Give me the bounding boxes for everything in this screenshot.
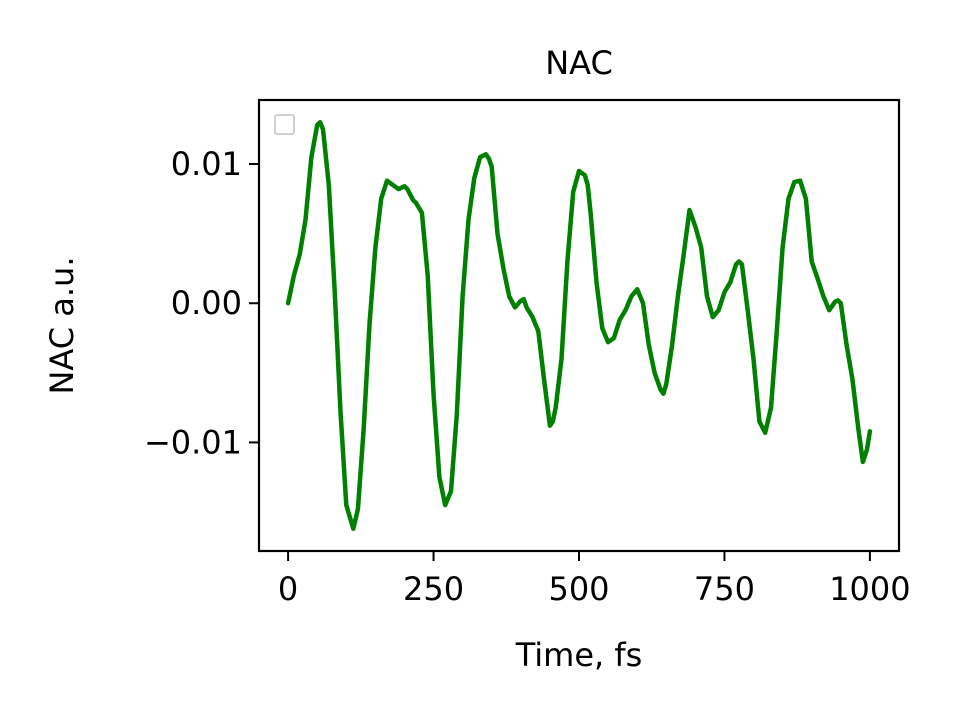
x-tick-label: 250: [403, 570, 464, 608]
x-tick-label: 1000: [829, 570, 910, 608]
legend: [274, 114, 295, 135]
y-axis-label: NAC a.u.: [43, 256, 81, 394]
series-layer: [285, 120, 873, 531]
x-axis-label: Time, fs: [515, 636, 643, 674]
axes-frame: [257, 98, 901, 553]
x-axis-ticks: 0 250 500 750 1000: [278, 551, 911, 608]
y-tick-label: 0.01: [171, 145, 242, 183]
chart-title: NAC: [545, 44, 613, 82]
y-tick-label: −0.01: [144, 423, 242, 461]
series-line-0: [285, 120, 873, 531]
legend-box: [274, 114, 295, 135]
x-tick-label: 500: [548, 570, 609, 608]
x-tick-label: 750: [694, 570, 755, 608]
x-tick-label: 0: [278, 570, 298, 608]
y-axis-ticks: −0.01 0.00 0.01: [144, 145, 259, 461]
y-tick-label: 0.00: [171, 284, 242, 322]
